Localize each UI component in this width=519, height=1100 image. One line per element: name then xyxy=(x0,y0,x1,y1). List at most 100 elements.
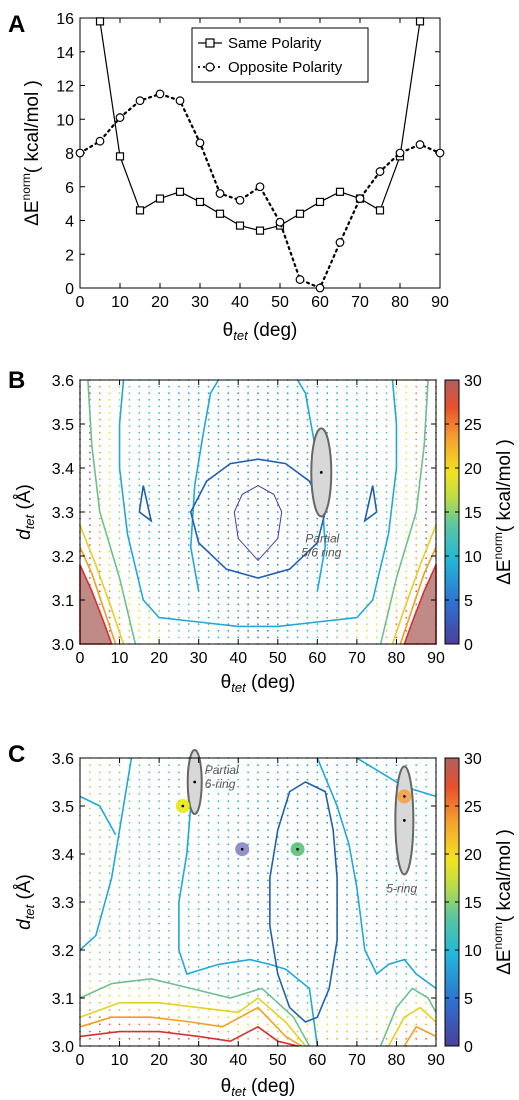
field-dot xyxy=(177,418,180,421)
field-dot xyxy=(187,530,190,533)
field-dot xyxy=(177,1016,180,1019)
field-dot xyxy=(148,385,151,388)
field-dot xyxy=(168,524,170,527)
field-dot xyxy=(227,814,230,817)
field-dot xyxy=(306,771,309,774)
field-dot xyxy=(217,563,220,566)
field-dot xyxy=(247,385,250,388)
field-dot xyxy=(415,445,418,447)
field-dot xyxy=(158,879,161,882)
field-dot xyxy=(346,800,348,803)
xtick-label: 40 xyxy=(229,1052,247,1069)
xtick-label: 10 xyxy=(111,650,129,667)
field-dot xyxy=(237,563,240,566)
field-dot xyxy=(415,951,418,954)
field-dot xyxy=(158,458,161,461)
field-dot xyxy=(118,807,121,810)
field-dot xyxy=(177,385,180,388)
field-dot xyxy=(237,629,240,632)
field-dot xyxy=(148,524,151,527)
field-dot xyxy=(405,398,408,401)
field-dot xyxy=(365,412,368,414)
field-dot xyxy=(336,471,339,474)
field-dot xyxy=(108,800,111,803)
field-dot xyxy=(316,973,319,975)
field-dot xyxy=(158,929,161,932)
field-dot xyxy=(128,636,131,639)
field-dot xyxy=(316,807,319,810)
field-dot xyxy=(415,451,418,454)
field-dot xyxy=(296,425,299,428)
field-dot xyxy=(385,550,388,553)
field-dot xyxy=(316,872,319,875)
field-dot xyxy=(296,1030,299,1033)
field-dot xyxy=(158,412,161,414)
field-dot xyxy=(385,1001,388,1004)
field-dot xyxy=(197,908,200,911)
field-dot xyxy=(257,629,259,632)
field-dot xyxy=(355,636,358,639)
field-dot xyxy=(326,793,329,795)
field-dot xyxy=(385,385,388,388)
field-dot xyxy=(168,570,170,573)
field-dot xyxy=(336,484,339,487)
field-dot xyxy=(118,764,121,767)
field-dot xyxy=(257,471,259,474)
field-dot xyxy=(415,1001,418,1004)
field-dot xyxy=(247,987,250,990)
field-dot xyxy=(385,570,388,573)
field-dot xyxy=(118,872,121,875)
field-dot xyxy=(88,994,91,997)
field-dot xyxy=(375,785,378,788)
field-dot xyxy=(88,771,91,774)
field-dot xyxy=(128,944,131,947)
field-dot xyxy=(326,915,329,918)
field-dot xyxy=(108,829,111,831)
field-dot xyxy=(217,451,220,454)
field-dot xyxy=(296,583,299,586)
field-dot xyxy=(247,471,250,474)
field-dot xyxy=(118,511,121,513)
same-polarity-point xyxy=(175,187,185,196)
field-dot xyxy=(177,504,180,507)
field-dot xyxy=(425,458,428,461)
field-dot xyxy=(415,901,418,903)
a-xtick-label: 50 xyxy=(271,294,289,311)
field-dot xyxy=(365,908,368,911)
field-dot xyxy=(197,1009,200,1011)
field-dot xyxy=(247,458,250,461)
field-dot xyxy=(336,843,339,846)
opposite-polarity-point xyxy=(295,275,305,284)
field-dot xyxy=(128,893,131,896)
field-dot xyxy=(227,973,230,975)
opposite-polarity-point xyxy=(315,283,325,293)
field-dot xyxy=(197,438,200,441)
field-dot xyxy=(237,412,240,414)
field-dot xyxy=(227,857,230,860)
field-dot xyxy=(257,915,259,918)
colorbar-tick-label: 25 xyxy=(464,799,482,816)
field-dot xyxy=(118,865,121,867)
colorbar-tick-label: 5 xyxy=(464,593,473,610)
field-dot xyxy=(88,814,91,817)
field-dot xyxy=(306,850,309,853)
field-dot xyxy=(346,850,348,853)
field-dot xyxy=(237,764,240,767)
field-dot xyxy=(306,1016,309,1019)
field-dot xyxy=(138,965,141,968)
field-dot xyxy=(415,1037,418,1040)
field-dot xyxy=(415,886,418,889)
field-dot xyxy=(247,530,250,533)
field-dot xyxy=(207,636,210,639)
field-dot xyxy=(365,530,368,533)
field-dot xyxy=(207,829,210,831)
field-dot xyxy=(316,557,319,560)
field-dot xyxy=(197,530,200,533)
field-dot xyxy=(276,937,279,939)
field-dot xyxy=(266,616,269,619)
field-dot xyxy=(276,778,279,781)
field-dot xyxy=(276,484,279,487)
field-dot xyxy=(415,872,418,875)
field-dot xyxy=(197,616,200,619)
field-dot xyxy=(237,464,240,467)
